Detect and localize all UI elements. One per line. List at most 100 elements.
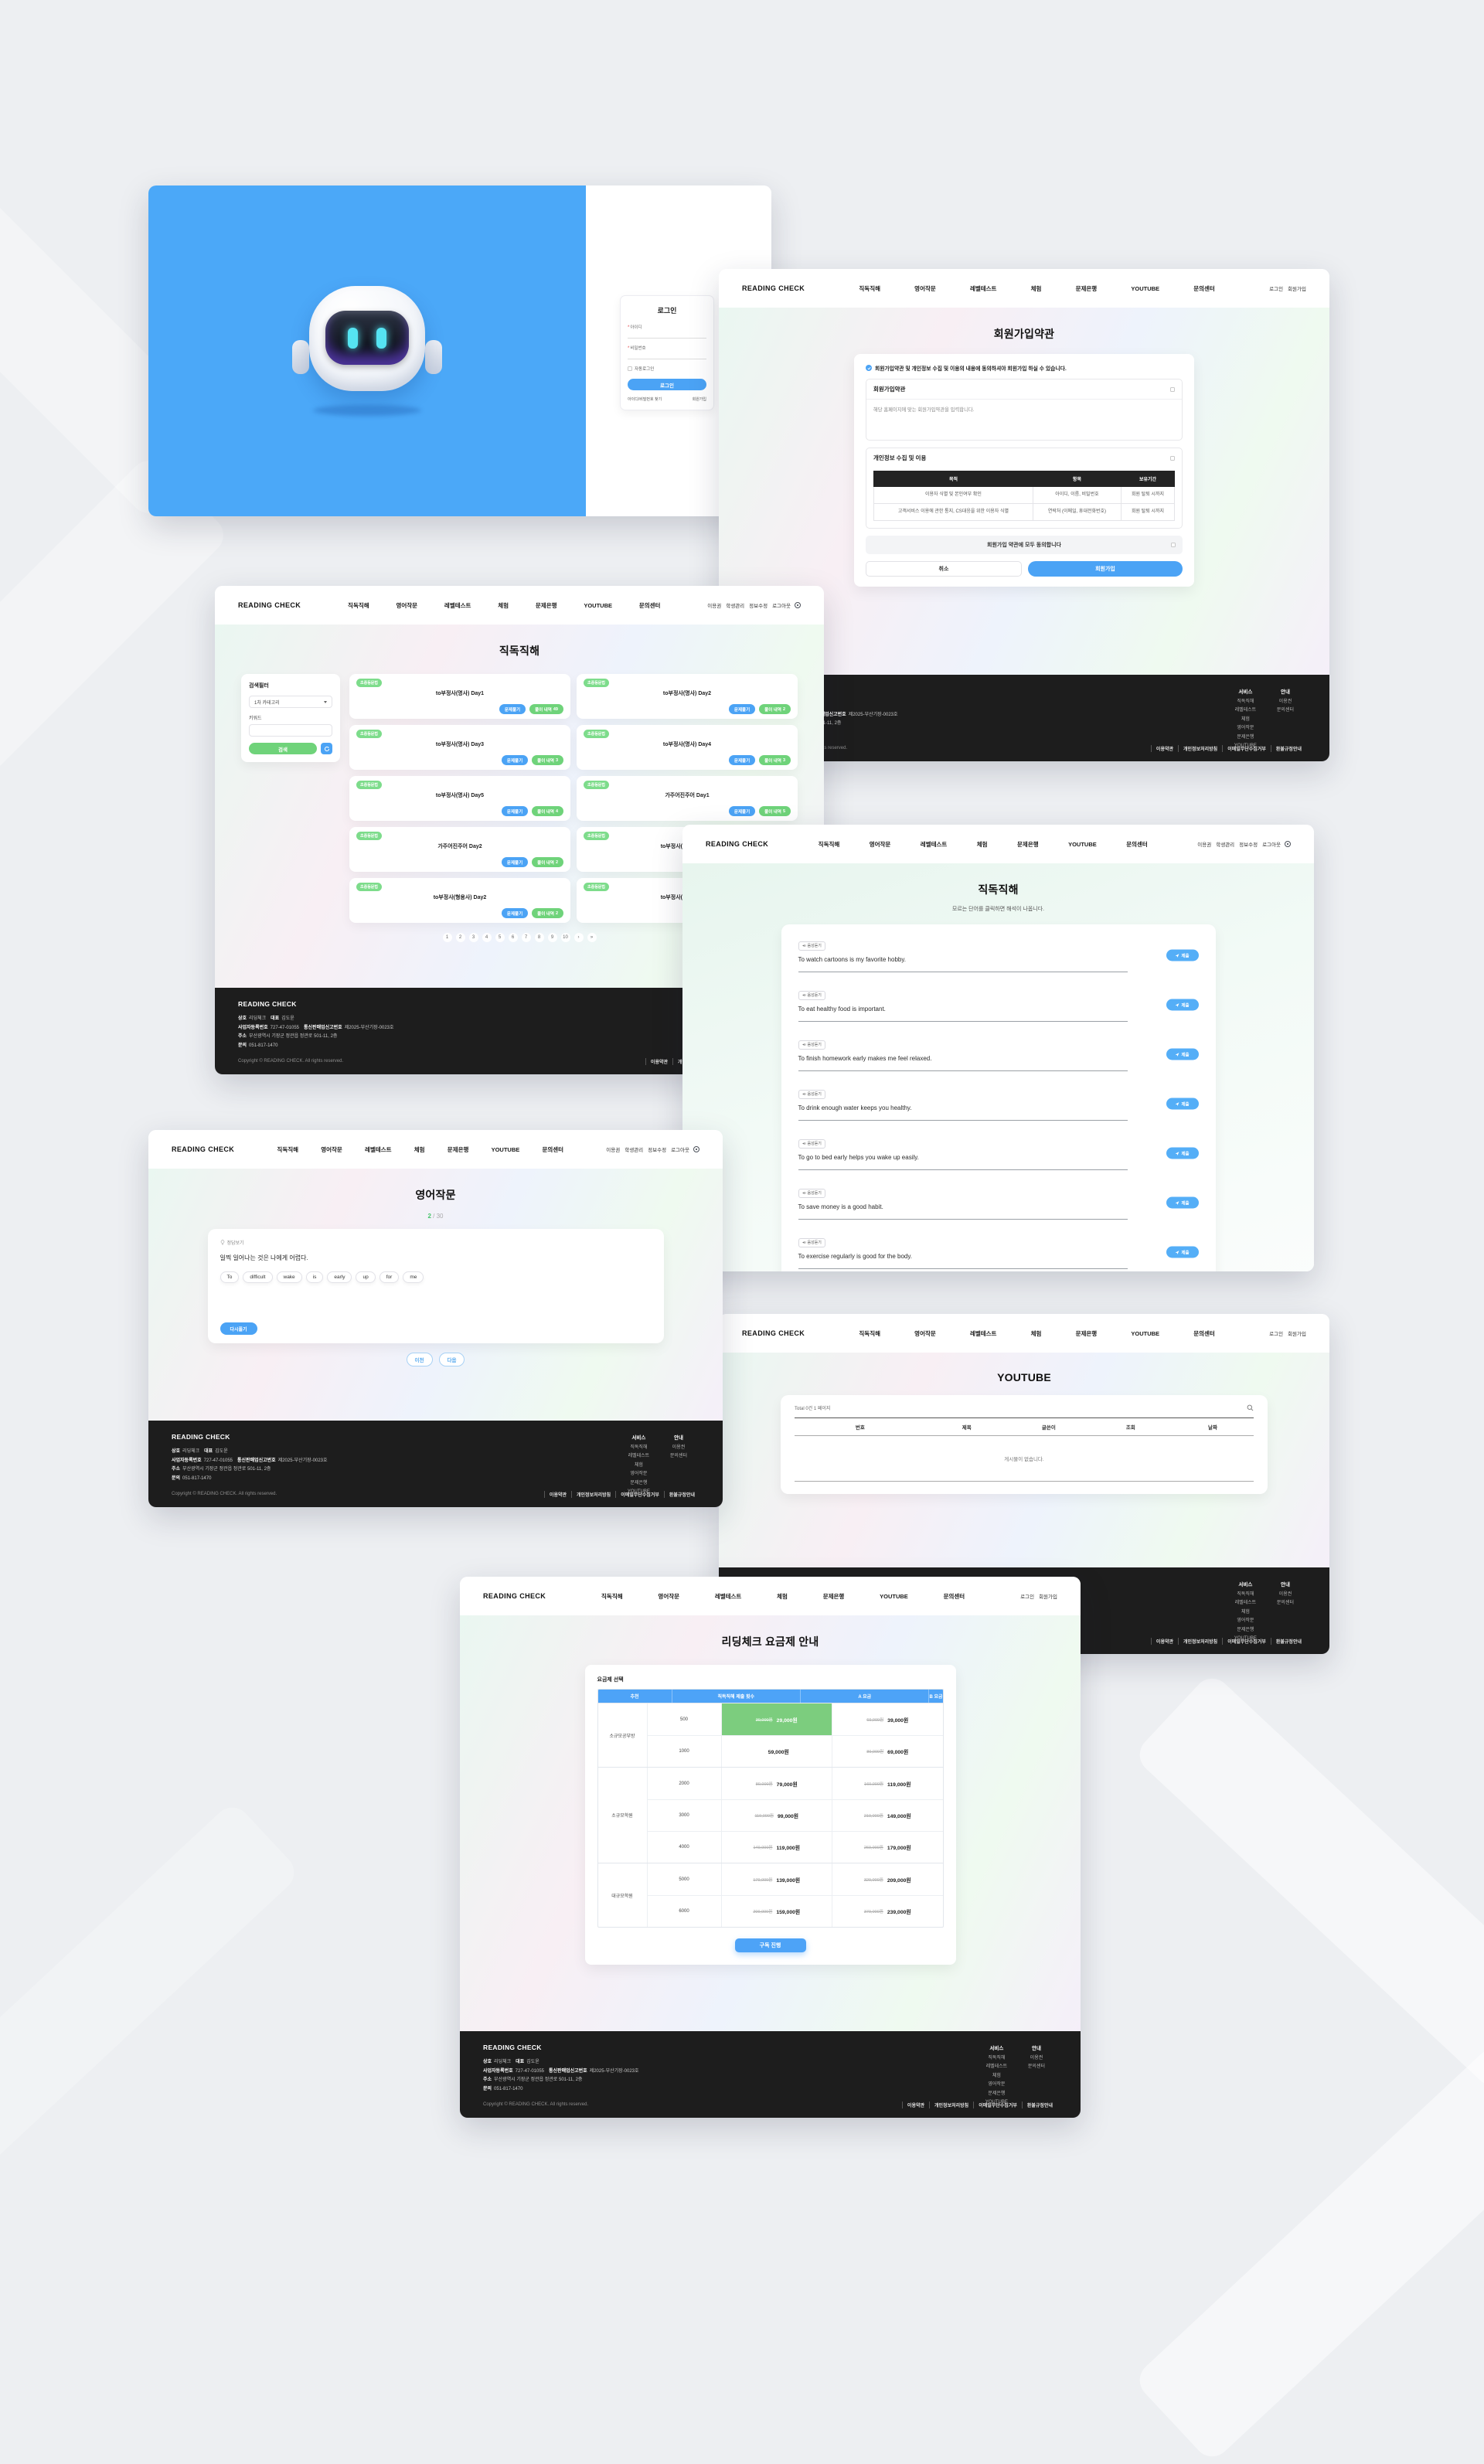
footer-link[interactable]: 문제은행 <box>1237 1627 1254 1632</box>
legal-link[interactable]: 이용약관 <box>1150 744 1178 752</box>
nav-item[interactable]: 문제은행 <box>447 1145 469 1153</box>
footer-link[interactable]: 문의센터 <box>1276 1601 1294 1606</box>
sentence-text[interactable]: To watch cartoons is my favorite hobby. <box>798 956 906 963</box>
category-select[interactable]: 1차 카테고리 <box>249 696 332 708</box>
footer-link[interactable]: 직독직해 <box>988 2056 1006 2061</box>
nav-item[interactable]: 체험 <box>498 601 509 609</box>
listen-button[interactable]: 음성듣기 <box>798 1237 825 1247</box>
nav-item[interactable]: 레벨테스트 <box>969 284 997 292</box>
nav-item[interactable]: 영어작문 <box>658 1592 680 1600</box>
nav-item[interactable]: 체험 <box>414 1145 425 1153</box>
legal-link[interactable]: 개인정보처리방침 <box>1178 1637 1222 1645</box>
search-icon[interactable] <box>1247 1404 1254 1411</box>
history-button[interactable]: 풀이 내역 3 <box>532 755 563 765</box>
solve-button[interactable]: 문제풀기 <box>501 908 529 918</box>
nav-item[interactable]: 직독직해 <box>859 284 880 292</box>
auth-link[interactable]: 이용권 <box>707 604 722 609</box>
gear-icon[interactable] <box>693 1146 699 1152</box>
legal-link[interactable]: 이용약관 <box>543 1490 571 1498</box>
footer-link[interactable]: 이용권 <box>1278 1592 1292 1597</box>
nav-item[interactable]: 직독직해 <box>277 1145 299 1153</box>
nav-item[interactable]: 레벨테스트 <box>714 1592 742 1600</box>
retry-button[interactable]: 다시풀기 <box>220 1322 257 1335</box>
nav-item[interactable]: YOUTUBE <box>1131 284 1160 292</box>
listen-button[interactable]: 음성듣기 <box>798 990 825 1000</box>
legal-link[interactable]: 이메일무단수집거부 <box>973 2101 1022 2108</box>
answer-input-line[interactable] <box>798 1021 1128 1022</box>
answer-input-line[interactable] <box>798 1219 1128 1220</box>
sentence-text[interactable]: To finish homework early makes me feel r… <box>798 1055 932 1062</box>
auth-link[interactable]: 정보수정 <box>648 1148 667 1153</box>
legal-link[interactable]: 환불규정안내 <box>1270 744 1306 752</box>
legal-link[interactable]: 환불규정안내 <box>663 1490 699 1498</box>
auth-link[interactable]: 정보수정 <box>749 604 768 609</box>
nav-item[interactable]: 문의센터 <box>1193 284 1215 292</box>
sentence-text[interactable]: To save money is a good habit. <box>798 1203 883 1210</box>
subscribe-button[interactable]: 구독 진행 <box>734 1938 806 1952</box>
answer-input-line[interactable] <box>798 1120 1128 1121</box>
footer-link[interactable]: 문의센터 <box>1027 2064 1045 2070</box>
submit-button[interactable]: 제출 <box>1166 1196 1199 1209</box>
legal-link[interactable]: 환불규정안내 <box>1021 2101 1057 2108</box>
page-button[interactable]: 3 <box>468 933 478 942</box>
footer-link[interactable]: YOUTUBE <box>985 2099 1008 2105</box>
nav-item[interactable]: 문의센터 <box>638 601 661 609</box>
auth-link[interactable]: 회원가입 <box>1288 287 1306 292</box>
password-field[interactable] <box>628 353 706 359</box>
footer-link[interactable]: 직독직해 <box>630 1445 648 1450</box>
nav-item[interactable]: 체험 <box>1030 284 1042 292</box>
sentence-text[interactable]: To eat healthy food is important. <box>798 1006 886 1012</box>
auth-link[interactable]: 로그인 <box>1020 1594 1035 1600</box>
nav-item[interactable]: 문의센터 <box>1126 840 1148 848</box>
plan-a-price-cell[interactable]: 209,000원 159,000원 <box>722 1896 832 1927</box>
prev-button[interactable]: 이전 <box>406 1353 433 1366</box>
word-chip[interactable]: early <box>327 1271 352 1283</box>
legal-link[interactable]: 이용약관 <box>1150 1637 1178 1645</box>
footer-link[interactable]: YOUTUBE <box>1234 1635 1257 1641</box>
auth-link[interactable]: 학생관리 <box>1216 842 1235 848</box>
footer-link[interactable]: 문제은행 <box>1237 734 1254 740</box>
plan-a-price-cell[interactable]: 119,000원 99,000원 <box>722 1800 832 1831</box>
brand-logo[interactable]: READING CHECK <box>742 1329 805 1337</box>
history-button[interactable]: 풀이 내역 2 <box>532 857 563 867</box>
submit-button[interactable]: 제출 <box>1166 949 1199 961</box>
footer-link[interactable]: 레벨테스트 <box>1234 1601 1257 1606</box>
solve-button[interactable]: 문제풀기 <box>501 806 529 816</box>
nav-item[interactable]: 문의센터 <box>542 1145 564 1153</box>
legal-link[interactable]: 이메일무단수집거부 <box>615 1490 664 1498</box>
brand-logo[interactable]: READING CHECK <box>706 840 769 848</box>
legal-link[interactable]: 이메일무단수집거부 <box>1222 1637 1271 1645</box>
auth-link[interactable]: 로그아웃 <box>1262 842 1281 848</box>
nav-item[interactable]: 체험 <box>976 840 988 848</box>
page-button[interactable]: 9 <box>547 933 557 942</box>
legal-link[interactable]: 개인정보처리방침 <box>929 2101 973 2108</box>
footer-link[interactable]: 문의센터 <box>669 1454 687 1459</box>
sentence-text[interactable]: To go to bed early helps you wake up eas… <box>798 1154 919 1161</box>
signup-submit-button[interactable]: 회원가입 <box>1028 561 1183 577</box>
solve-button[interactable]: 문제풀기 <box>728 755 756 765</box>
show-answer-link[interactable]: 정답보기 <box>220 1239 244 1246</box>
plan-b-price-cell[interactable]: 269,000원 179,000원 <box>832 1832 943 1863</box>
footer-link[interactable]: 영어작문 <box>1237 726 1254 731</box>
footer-link[interactable]: YOUTUBE <box>1234 743 1257 748</box>
word-chip[interactable]: To <box>220 1271 240 1283</box>
nav-item[interactable]: 문제은행 <box>535 601 557 609</box>
id-field[interactable] <box>628 332 706 339</box>
login-button[interactable]: 로그인 <box>628 379 706 390</box>
listen-button[interactable]: 음성듣기 <box>798 1040 825 1050</box>
nav-item[interactable]: YOUTUBE <box>1068 840 1097 848</box>
next-button[interactable]: 다음 <box>438 1353 465 1366</box>
nav-item[interactable]: 영어작문 <box>914 284 936 292</box>
nav-item[interactable]: YOUTUBE <box>880 1592 908 1600</box>
agree-all-checkbox[interactable] <box>1171 543 1176 547</box>
nav-item[interactable]: 레벨테스트 <box>444 601 471 609</box>
answer-input-line[interactable] <box>798 1070 1128 1071</box>
plan-b-price-cell[interactable]: 160,000원 119,000원 <box>832 1768 943 1799</box>
page-button[interactable]: 6 <box>508 933 518 942</box>
footer-link[interactable]: 체험 <box>1241 716 1250 722</box>
footer-link[interactable]: 레벨테스트 <box>1234 708 1257 713</box>
auth-link[interactable]: 학생관리 <box>726 604 745 609</box>
brand-logo[interactable]: READING CHECK <box>742 284 805 292</box>
refresh-button[interactable] <box>321 743 332 754</box>
nav-item[interactable]: 문제은행 <box>1075 284 1098 292</box>
